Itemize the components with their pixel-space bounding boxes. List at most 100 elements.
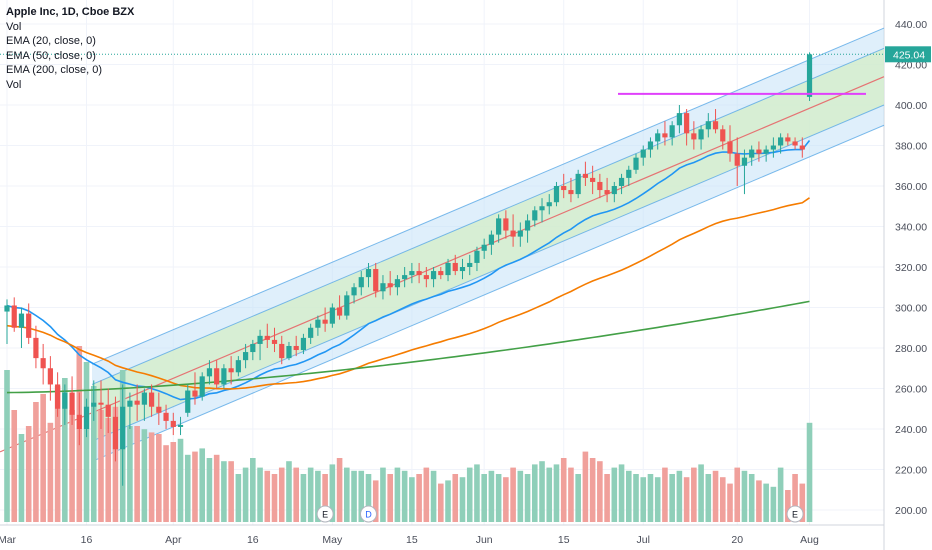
price-tick-label: 320.00 [895, 262, 927, 274]
candle-body [206, 368, 213, 377]
price-tick-label: 280.00 [895, 343, 927, 355]
candle-body [676, 113, 682, 126]
candle-body [18, 313, 25, 328]
volume-bar [452, 474, 459, 522]
candle-body [597, 181, 603, 191]
candle-body [734, 153, 740, 166]
volume-bar [618, 464, 625, 522]
candle-body [720, 129, 726, 142]
volume-bar [640, 477, 647, 522]
volume-bar [799, 483, 806, 522]
volume-bar [213, 454, 220, 522]
volume-bar [90, 386, 97, 522]
time-tick-label: 16 [247, 534, 259, 546]
volume-bar [481, 474, 487, 522]
candle-body [553, 186, 560, 203]
candle-body [792, 141, 798, 146]
candle-body [26, 313, 32, 338]
volume-bar [748, 474, 755, 522]
candle-body [336, 307, 343, 316]
candle-body [4, 305, 10, 312]
candle-body [770, 145, 776, 150]
candle-body [517, 230, 523, 237]
volume-bar [676, 470, 683, 522]
candle-body [83, 406, 90, 429]
candle-body [242, 352, 249, 361]
volume-bar [531, 464, 538, 522]
candle-body [351, 287, 357, 296]
candle-body [40, 358, 46, 369]
volume-bar [611, 467, 618, 522]
volume-bar [351, 470, 357, 522]
price-tick-label: 260.00 [895, 384, 927, 396]
candle-body [611, 186, 617, 195]
candle-body [192, 390, 198, 397]
legend-volume-2[interactable]: Vol [6, 78, 22, 91]
ema20-line [6, 140, 811, 401]
volume-bar [466, 467, 473, 522]
candle-body [698, 129, 704, 140]
candle-body [98, 402, 104, 405]
candle-body [264, 335, 270, 340]
volume-bar [503, 477, 509, 522]
candle-body [315, 319, 321, 328]
candle-body [170, 420, 176, 427]
volume-bar [669, 474, 675, 522]
candle-body [655, 133, 661, 142]
candle-body [503, 218, 509, 231]
candle-body [727, 141, 733, 154]
volume-bar [221, 461, 227, 522]
volume-bar [430, 470, 437, 522]
legend-ema200[interactable]: EMA (200, close, 0) [6, 64, 102, 77]
volume-bar [546, 467, 553, 522]
symbol-title[interactable]: Apple Inc, 1D, Cboe BZX [6, 6, 135, 18]
volume-bar [409, 477, 415, 522]
volume-bar [105, 418, 112, 522]
volume-bar [654, 477, 661, 522]
candle-body [647, 141, 654, 150]
candle-body [308, 327, 314, 338]
candle-body [293, 345, 299, 351]
volume-bars [4, 346, 813, 522]
candle-body [510, 230, 516, 237]
price-tick-label: 440.00 [895, 19, 927, 31]
event-label: D [365, 510, 372, 520]
volume-bar [134, 426, 140, 522]
candle-body [163, 412, 169, 421]
volume-bar [806, 422, 813, 522]
last-price-label: 425.04 [893, 49, 925, 61]
volume-bar [163, 445, 169, 522]
volume-bar [575, 474, 581, 522]
volume-bar [4, 370, 10, 522]
candle-body [799, 145, 805, 150]
candle-body [33, 337, 39, 359]
volume-bar [524, 474, 531, 522]
chart-legend: Apple Inc, 1D, Cboe BZX Vol EMA (20, clo… [6, 5, 134, 93]
candle-body [590, 177, 596, 182]
candle-body [539, 206, 545, 211]
candle-body [47, 368, 53, 385]
candle-body [416, 271, 422, 276]
last-price-tag [885, 46, 931, 63]
candle-body [358, 277, 364, 288]
legend-ema50[interactable]: EMA (50, close, 0) [6, 49, 96, 62]
time-axis[interactable]: Mar 16 Apr 16 May 15 Jun 15 Jul 20 Aug [0, 534, 819, 546]
price-tick-label: 420.00 [895, 60, 927, 72]
volume-bar [459, 477, 466, 522]
candle-body [394, 279, 401, 288]
candle-body [134, 400, 140, 405]
candle-body [344, 295, 350, 316]
volume-bar [445, 480, 451, 522]
candle-body [705, 121, 711, 130]
price-axis[interactable]: 440.00 420.00 400.00 380.00 360.00 340.00 320.… [885, 19, 931, 517]
volume-bar [582, 451, 589, 522]
legend-volume[interactable]: Vol [6, 20, 22, 33]
candle-body [524, 220, 531, 231]
candle-body [235, 360, 241, 373]
candle-body [141, 392, 147, 405]
volume-bar [33, 402, 39, 522]
candle-body [409, 271, 415, 276]
volume-bar [358, 470, 365, 522]
legend-ema20[interactable]: EMA (20, close, 0) [6, 35, 96, 48]
